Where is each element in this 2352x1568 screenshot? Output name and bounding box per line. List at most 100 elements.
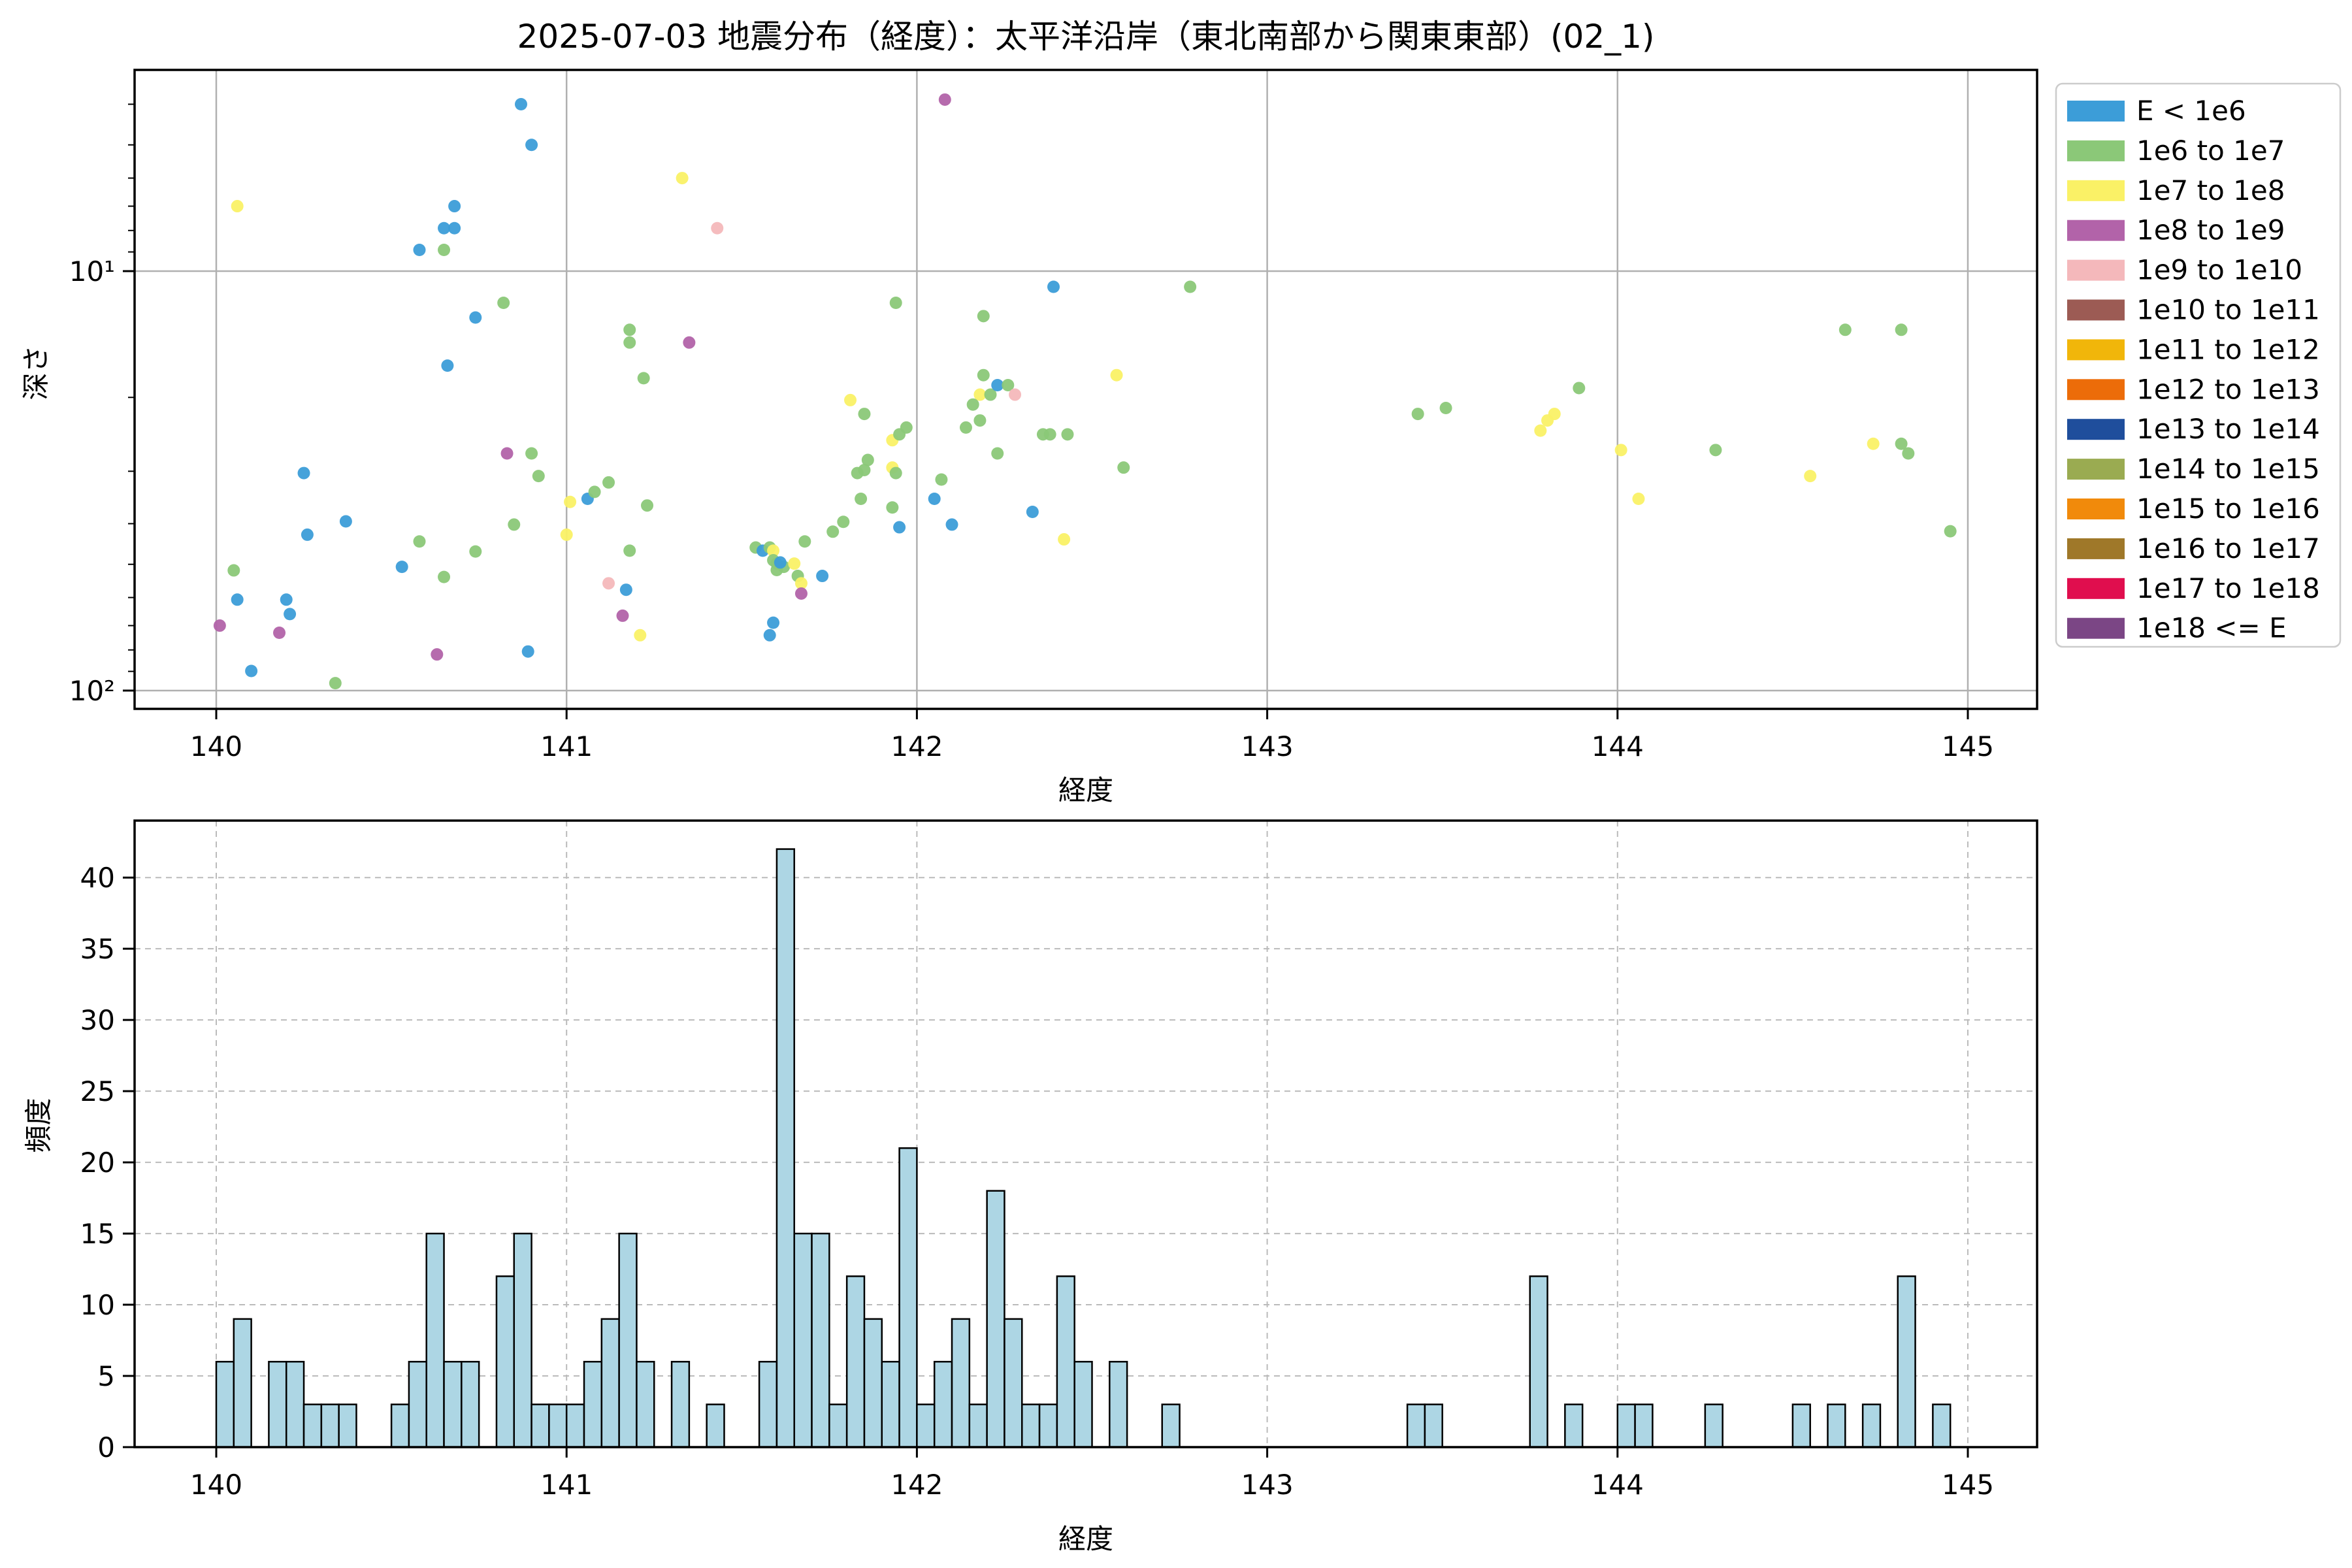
scatter-point	[1026, 506, 1039, 519]
histogram-bar	[1056, 1275, 1075, 1448]
scatter-point	[763, 629, 776, 642]
scatter-point	[676, 172, 689, 185]
legend-swatch	[2067, 419, 2125, 440]
y-tick-label: 0	[97, 1431, 115, 1463]
histogram-bar	[845, 1275, 866, 1448]
scatter-point	[521, 645, 534, 658]
scatter-point	[1838, 323, 1852, 336]
histogram-bar	[1109, 1360, 1128, 1448]
scatter-point	[273, 626, 286, 639]
scatter-point	[448, 200, 461, 213]
x-tick-label: 144	[1592, 1469, 1644, 1501]
scatter-point	[514, 98, 527, 111]
histogram-bar	[1021, 1403, 1041, 1448]
scatter-point	[1614, 444, 1627, 457]
x-tick-label: 145	[1942, 1469, 1994, 1501]
scatter-x-axis-label: 経度	[1058, 774, 1113, 806]
x-tick-label: 143	[1241, 730, 1294, 762]
legend-label: 1e12 to 1e13	[2136, 373, 2320, 405]
scatter-point	[438, 221, 451, 235]
histogram-bar	[425, 1232, 445, 1448]
histogram-bar	[285, 1360, 305, 1448]
legend-swatch	[2067, 180, 2125, 201]
scatter-point	[966, 398, 979, 411]
histogram-bar	[233, 1318, 252, 1448]
histogram-bar	[1861, 1403, 1882, 1448]
histogram-bar	[706, 1403, 725, 1448]
scatter-point	[619, 583, 632, 596]
legend-swatch	[2067, 140, 2125, 161]
y-tick-label: 10	[80, 1289, 115, 1321]
scatter-point	[945, 518, 958, 531]
histogram-bar	[1073, 1360, 1093, 1448]
histogram-bar	[828, 1403, 848, 1448]
scatter-point	[889, 297, 902, 310]
scatter-point	[1439, 402, 1452, 415]
legend-swatch	[2067, 498, 2125, 519]
scatter-point	[816, 570, 829, 583]
scatter-point	[1895, 323, 1908, 336]
histogram-bar	[863, 1318, 883, 1448]
scatter-point	[1110, 368, 1123, 382]
legend-swatch	[2067, 220, 2125, 241]
scatter-point	[826, 525, 840, 538]
x-tick-label: 141	[540, 730, 593, 762]
scatter-point	[959, 421, 972, 434]
x-tick-label: 145	[1942, 730, 1994, 762]
scatter-point	[1573, 382, 1586, 395]
histogram-bar	[776, 848, 795, 1448]
scatter-point	[525, 139, 538, 152]
scatter-point	[935, 473, 948, 486]
x-tick-label: 140	[190, 1469, 242, 1501]
scatter-point	[616, 609, 629, 622]
scatter-point	[641, 499, 654, 512]
scatter-point	[602, 577, 615, 590]
scatter-point	[564, 495, 577, 508]
scatter-point	[683, 336, 696, 349]
scatter-point	[1867, 437, 1880, 450]
scatter-point	[395, 561, 408, 574]
scatter-point	[886, 501, 899, 514]
histogram-bar	[1634, 1403, 1654, 1448]
histogram-bar	[636, 1360, 655, 1448]
scatter-point	[588, 485, 601, 498]
histogram-bar	[1564, 1403, 1584, 1448]
histogram-bar	[1038, 1403, 1058, 1448]
scatter-point	[798, 535, 811, 548]
scatter-point	[227, 564, 240, 577]
histogram-bar	[443, 1360, 463, 1448]
scatter-point	[1047, 280, 1060, 293]
scatter-point	[500, 447, 514, 460]
histogram-bar	[302, 1403, 323, 1448]
scatter-point	[1058, 533, 1071, 546]
y-tick-label: 35	[80, 933, 115, 965]
histogram-bar	[986, 1190, 1005, 1448]
histogram-bar	[215, 1360, 235, 1448]
legend-label: 1e16 to 1e17	[2136, 532, 2320, 564]
legend-swatch	[2067, 259, 2125, 281]
histogram-bar	[1004, 1318, 1023, 1448]
scatter-point	[441, 359, 454, 372]
scatter-point	[497, 297, 510, 310]
legend-swatch	[2067, 101, 2125, 122]
histogram-bar	[548, 1403, 568, 1448]
histogram-bar	[461, 1360, 480, 1448]
legend-swatch	[2067, 617, 2125, 639]
scatter-point	[602, 476, 615, 489]
scatter-point	[1709, 444, 1722, 457]
histogram-bar	[1616, 1403, 1636, 1448]
scatter-point	[284, 608, 297, 621]
y-tick-label: 20	[80, 1147, 115, 1179]
scatter-point	[438, 570, 451, 583]
scatter-point	[525, 447, 538, 460]
legend-label: 1e6 to 1e7	[2136, 135, 2285, 167]
scatter-point	[213, 619, 226, 632]
histogram-bar	[1424, 1403, 1443, 1448]
x-tick-label: 144	[1592, 730, 1644, 762]
chart-title: 2025-07-03 地震分布（経度）：太平洋沿岸（東北南部から関東東部）(02…	[517, 18, 1655, 56]
histogram-bar	[670, 1360, 691, 1448]
histogram-bar	[618, 1232, 638, 1448]
histogram-bar	[1791, 1403, 1811, 1448]
x-tick-label: 143	[1241, 1469, 1294, 1501]
histogram-bar	[390, 1403, 410, 1448]
